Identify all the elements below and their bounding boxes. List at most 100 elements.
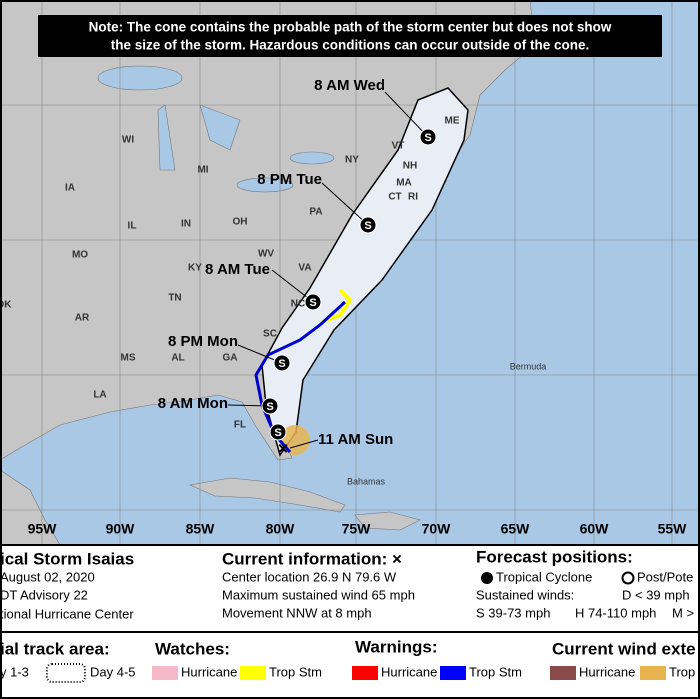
cuba [188,477,346,513]
state-label: LA [93,390,106,401]
state-label: PA [309,207,322,218]
cone [261,87,469,457]
state-label: NH [403,161,417,172]
note-line: Note: The cone contains the probable pat… [89,20,612,35]
state-label: MS [121,353,136,364]
lake [199,104,241,151]
lake [289,151,335,165]
current-info: Center location 26.9 N 79.6 W [222,569,397,584]
point-symbol: S [424,132,431,144]
state-label: VT [392,141,405,152]
state-label: GA [223,353,238,364]
forecast-point [269,423,287,441]
forecast-legend: Tropical Cyclone [496,569,592,584]
forecast-winds: D < 39 mph [622,587,690,602]
longitude-label: 60W [580,521,610,537]
state-label: AL [171,353,184,364]
longitude-label: 95W [28,521,58,537]
storm-info: DT Advisory 22 [0,587,88,602]
longitude-label: 80W [266,521,296,537]
state-label: OK [0,300,12,311]
wind-item: Trop S [669,664,700,679]
forecast-label: 8 PM Tue [257,171,322,188]
longitude-label: 65W [501,521,531,537]
state-label: RI [408,192,418,203]
forecast-label: 8 AM Tue [205,261,270,278]
watches-item: Hurricane [181,664,237,679]
hispaniola [354,511,421,531]
track-title: ial track area: [0,639,110,658]
state-label: VA [298,263,311,274]
current-position: ✕ [277,441,289,457]
storm-info: tional Hurricane Center [0,606,134,621]
forecast-point [261,397,279,415]
state-label: TN [168,293,181,304]
warnings-item: Hurricane [381,664,437,679]
lake [97,65,183,91]
icon [481,572,493,584]
forecast-label: 8 PM Mon [168,333,238,350]
forecast-point [359,216,377,234]
state-label: WI [122,135,134,146]
forecast-legend: Post/Pote [637,569,693,584]
storm-info: August 02, 2020 [0,569,95,584]
longitude-label: 85W [186,521,216,537]
place-label: Bermuda [510,361,547,371]
state-label: IL [128,221,137,232]
state-label: NY [345,155,359,166]
track-item: Day 4-5 [90,664,136,679]
forecast-winds: H 74-110 mph [575,605,656,620]
state-label: NC [291,299,305,310]
point-symbol: S [364,220,371,232]
watches-title: Watches: [155,639,230,658]
state-label: IN [181,219,191,230]
wind-item: Hurricane [579,664,635,679]
point-symbol: S [309,297,316,309]
longitude-label: 55W [658,521,688,537]
current-info: Maximum sustained wind 65 mph [222,587,415,602]
warning [321,288,353,324]
state-label: ME [445,116,460,127]
warnings-title: Warnings: [355,637,437,656]
forecast-winds: Sustained winds: [476,587,574,602]
forecast-winds: M > [672,605,694,620]
swatch [550,666,576,680]
point-symbol: S [274,427,281,439]
forecast-title: Forecast positions: [476,547,633,566]
grid [0,0,700,545]
longitude-label: 90W [106,521,136,537]
state-label: MI [197,165,208,176]
state-label: IA [65,183,75,194]
forecast-label: 8 AM Mon [158,395,228,412]
current-title: Current information: × [222,549,402,568]
note-line: the size of the storm. Hazardous conditi… [111,38,590,53]
warnings-item: Trop Stm [469,664,522,679]
place-label: Bahamas [347,476,386,486]
state-label: MO [72,250,88,261]
icon [621,571,635,585]
swatch [152,666,178,680]
point-symbol: S [266,401,273,413]
state-label: AR [75,313,90,324]
swatch [46,663,86,683]
forecast-label: 11 AM Sun [318,431,393,448]
longitude-label: 75W [342,521,372,537]
forecast-point [419,128,437,146]
state-label: WV [258,249,274,260]
state-label: SC [263,329,277,340]
wind-title: Current wind exte [552,639,696,658]
state-label: MA [396,178,412,189]
forecast-winds: S 39-73 mph [476,605,550,620]
forecast-point [273,354,291,372]
forecast-point [304,293,322,311]
lake [157,104,176,171]
swatch [352,666,378,680]
state-label: CT [388,192,401,203]
state-label: KY [188,263,202,274]
state-label: OH [233,217,248,228]
swatch [240,666,266,680]
swatch [440,666,466,680]
point-symbol: S [278,358,285,370]
